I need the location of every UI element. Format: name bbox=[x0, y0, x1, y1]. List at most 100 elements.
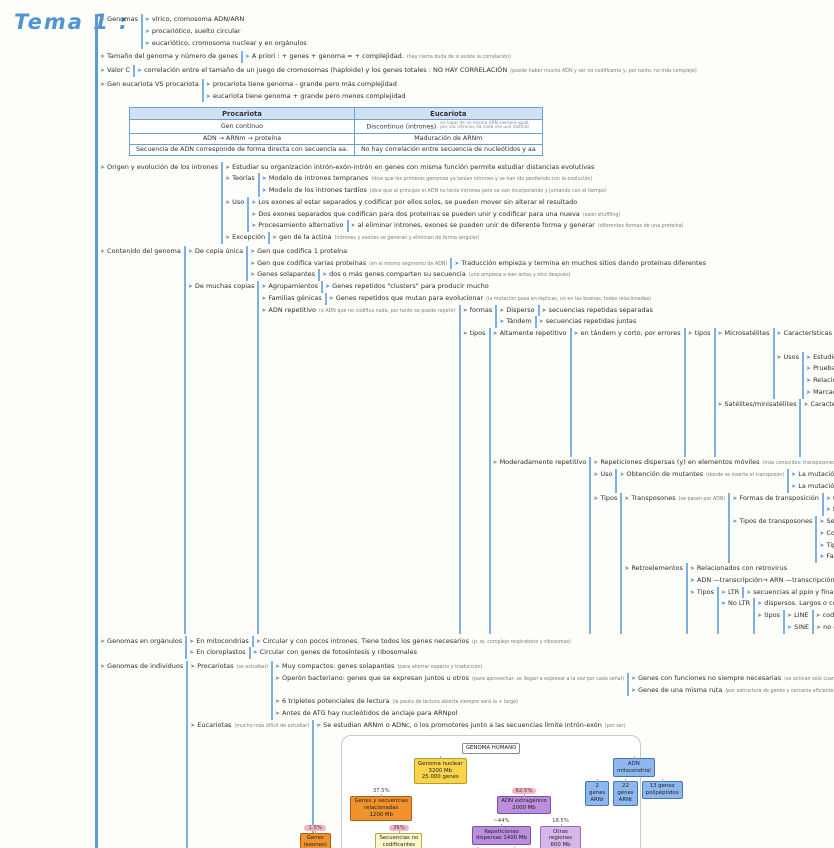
tree-node-row: ➤secuencias al ppio y final que delimita… bbox=[745, 587, 834, 599]
tree-node: ➤ Uso ➤ Obtención de mutantes (donde se inse… bbox=[592, 469, 834, 493]
node-note: (se estudian) bbox=[236, 665, 268, 671]
node-label: Agrupamientos bbox=[268, 282, 319, 291]
tree-node: ➤Características➤Repetición de 25-200pb➤… bbox=[802, 399, 834, 458]
node-label: Se estudian ARNm o ADNc, o los promotore… bbox=[323, 720, 602, 729]
node-children: ➤ Se estudian ARNm o ADNc, o los promotor… bbox=[299, 719, 683, 848]
tree-node: ➤Usos➤Estudios forenses➤Pruebas paternid… bbox=[776, 351, 834, 399]
tree-node-row: ➤ secuencias repetidas juntas bbox=[538, 316, 637, 328]
branch-arrow-icon: ➤ bbox=[593, 471, 599, 479]
adn-extragenico-branch: 62.5% ADN extragénico 2000 Mb ~44% Repet… bbox=[465, 786, 583, 848]
node-note: (exon shuffling) bbox=[582, 212, 621, 218]
tree-node: ➤ Estudiar su organización intrón-exón-in… bbox=[224, 162, 683, 174]
tree-node-row: ➤Secuencia de inserción(un gen transposa… bbox=[818, 516, 834, 528]
node-label: Moderadamente repetitivo bbox=[499, 458, 587, 467]
tree-node: ➤ Gen que codifica varias proteínas (en el… bbox=[249, 257, 706, 270]
branch-arrow-icon: ➤ bbox=[806, 388, 812, 396]
branch-arrow-icon: ➤ bbox=[499, 318, 505, 326]
tree-node: ➤La mutación inactiva (organismo KO)(así… bbox=[790, 469, 834, 481]
node-label: procariota tiene genoma - grande pero má… bbox=[212, 79, 397, 88]
tree-node: ➤Formas de transposición➤Conservativa(el… bbox=[731, 492, 834, 517]
tree-node: ➤Satélites/minisatélites➤Características… bbox=[717, 398, 834, 458]
branch-arrow-icon: ➤ bbox=[593, 459, 599, 467]
node-label: Modelo de los intrones tardíos bbox=[268, 186, 367, 195]
node-children: ➤ Repeticiones dispersas (y) en elementos… bbox=[589, 457, 834, 634]
tree-node: Procariota Eucariota Gen continuo Discon… bbox=[99, 104, 834, 159]
node-label: Genomas bbox=[107, 15, 138, 23]
node-label: A priori : + genes + genoma = + compleji… bbox=[251, 52, 404, 61]
node-children: ➤ formas ➤ Disperso ➤ secuencias repetidas se… bbox=[458, 304, 834, 634]
node-children: ➤ dos o más genes comparten su secuencia(… bbox=[318, 269, 570, 282]
node-children: ➤dispersos. Largos o cortos➤tipos➤LINE➤c… bbox=[753, 598, 834, 634]
tree-node: ➤ Genomas ➤ vírico, cromosoma ADN/ARN ➤ proca… bbox=[99, 14, 834, 50]
node-label: dos o más genes comparten su secuencia bbox=[329, 270, 466, 279]
branch-arrow-icon: ➤ bbox=[250, 259, 256, 267]
table-cell: Maduración de ARNm bbox=[353, 132, 543, 145]
node-label: al eliminar intrones, exones se pueden u… bbox=[357, 221, 595, 230]
tree-node-row: ➤ 6 tripletes potenciales de lectura (la p… bbox=[274, 696, 518, 708]
tree-node: ➤LINE➤codifican sus enzimas. LARGAS bbox=[786, 610, 834, 622]
node-children: ➤ al eliminar intrones, exones se pueden … bbox=[346, 220, 684, 233]
branch-arrow-icon: ➤ bbox=[819, 541, 825, 549]
tree-node: ➤ Uso ➤ Los exones al estar separados y cod… bbox=[224, 196, 684, 233]
node-label: Gen que codifica 1 proteína bbox=[257, 246, 348, 255]
node-children: ➤ Procariotas (se estudian) ➤ Muy compactos:… bbox=[186, 661, 834, 848]
tree-node-row: ➤ A priori : + genes + genoma = + complej… bbox=[244, 51, 511, 63]
branch-arrow-icon: ➤ bbox=[251, 198, 257, 206]
node-label: dispersos. Largos o cortos bbox=[764, 599, 834, 608]
tree-node: ➤ Procariotas (se estudian) ➤ Muy compactos:… bbox=[189, 661, 834, 720]
tree-node: ➤ secuencias repetidas separadas bbox=[541, 305, 653, 317]
pct-repeticiones: ~44% bbox=[493, 818, 510, 825]
node-label: La mutación inactiva (organismo KO) bbox=[798, 470, 834, 479]
node-label: Antes de ATG hay nucleótidos de anclaje … bbox=[282, 709, 458, 718]
tree-node: ➤ formas ➤ Disperso ➤ secuencias repetidas se… bbox=[462, 304, 834, 329]
pct-no-codificantes: 36% bbox=[388, 824, 409, 831]
tree-node-row: ➤ Excepción bbox=[224, 232, 265, 244]
node-children: ➤secuencias al ppio y final que delimita… bbox=[742, 586, 834, 599]
node-label: Genes con funciones no siempre necesaria… bbox=[637, 673, 782, 682]
tree-node-row: ➤ Modelo de intrones tempranos (dice que l… bbox=[261, 173, 593, 185]
node-label: Tipos bbox=[696, 587, 714, 596]
node-children: ➤La mutación inactiva (organismo KO)(así… bbox=[787, 469, 834, 493]
node-label: eucariota tiene genoma + grande pero men… bbox=[212, 91, 406, 100]
node-children: ➤Formas de transposición➤Conservativa(el… bbox=[728, 492, 834, 564]
node-label: Genes solapantes bbox=[257, 270, 316, 279]
tree-node-row: ➤La mutación sobreexpresa (organismo tra… bbox=[790, 481, 834, 493]
tree-node-row: ➤ Origen y evolución de los intrones bbox=[99, 162, 218, 174]
node-label: Uso bbox=[232, 197, 245, 206]
tree-node-row: ➤ Formas de transposición bbox=[731, 493, 819, 505]
tree-node: ➤Tipo Tn3(IR + transposasa + represores … bbox=[818, 540, 834, 552]
branch-arrow-icon: ➤ bbox=[225, 175, 231, 183]
node-label: correlación entre el tamaño de un juego … bbox=[144, 66, 508, 74]
tree-node: ➤ Repeticiones dispersas (y) en elementos… bbox=[592, 457, 834, 469]
node-children: ➤ Relacionados con retrovirus ➤ ADN —transc… bbox=[685, 563, 834, 634]
tree-node: ➤ 6 tripletes potenciales de lectura (la p… bbox=[274, 696, 834, 708]
branch-arrow-icon: ➤ bbox=[806, 377, 812, 385]
table-header-procariota: Procariota bbox=[129, 107, 355, 121]
node-label: vírico, cromosoma ADN/ARN bbox=[151, 15, 245, 23]
tree-node: ➤ al eliminar intrones, exones se pueden … bbox=[350, 220, 684, 232]
tree-node: ➤LTR➤secuencias al ppio y final que deli… bbox=[720, 586, 834, 599]
branch-arrow-icon: ➤ bbox=[819, 553, 825, 561]
node-children: ➤codifican sus enzimas. LARGAS bbox=[811, 610, 834, 622]
pct-genes-secuencias: 37.5% bbox=[372, 787, 390, 794]
node-children: ➤ Disperso ➤ secuencias repetidas separadas… bbox=[495, 304, 653, 329]
branch-arrow-icon: ➤ bbox=[717, 400, 723, 408]
node-label: LTR bbox=[728, 587, 740, 596]
tree-node: ➤ ADN repetitivo (o ADN que no codifica na… bbox=[260, 304, 834, 634]
tree-node-row: ➤dispersos. Largos o cortos bbox=[756, 598, 834, 610]
branch-arrow-icon: ➤ bbox=[687, 330, 693, 338]
tree-node-row: ➤ En cloroplastos bbox=[188, 647, 245, 659]
branch-arrow-icon: ➤ bbox=[492, 459, 498, 467]
node-label: Disperso bbox=[506, 305, 535, 314]
node-children: ➤ Genes repetidos "clusters" para produci… bbox=[321, 281, 489, 293]
tree-node: ➤ Valor C ➤ correlación entre el tamaño de … bbox=[99, 65, 834, 77]
branch-arrow-icon: ➤ bbox=[205, 80, 211, 88]
branch-arrow-icon: ➤ bbox=[619, 471, 625, 479]
tree-node: ➤ Moderadamente repetitivo ➤ Repeticiones d… bbox=[492, 457, 834, 634]
node-children: ➤ secuencias repetidas juntas bbox=[534, 316, 637, 329]
tree-node: ➤ Genes con funciones no siempre necesari… bbox=[630, 673, 834, 685]
branch-arrow-icon: ➤ bbox=[144, 27, 150, 35]
tree-node-row: ➤ Uso bbox=[224, 197, 244, 209]
node-children: ➤Secuencia de inserción(un gen transposa… bbox=[815, 516, 834, 564]
node-note: (dice que al principio el ADN no tenía i… bbox=[369, 189, 607, 195]
